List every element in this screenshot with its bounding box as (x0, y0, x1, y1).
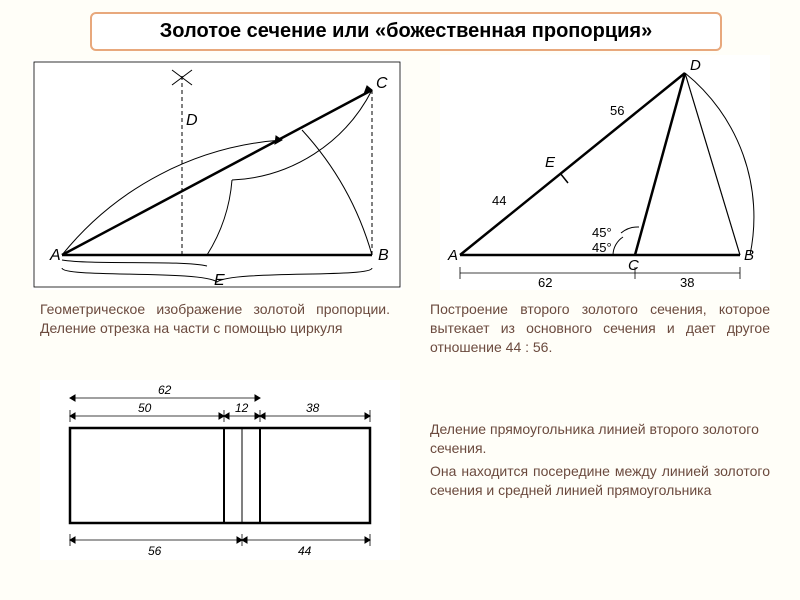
d3-50: 50 (138, 401, 152, 415)
d3-12: 12 (235, 401, 249, 415)
d3-44: 44 (298, 544, 312, 558)
d2-62: 62 (538, 275, 552, 290)
d2-B: B (744, 247, 754, 264)
diagram-second-golden: A B C D E 56 44 62 38 45° 45° (440, 55, 770, 290)
diagram-rectangle-division: 62 50 12 38 56 44 (40, 380, 400, 560)
label-C: C (376, 75, 388, 92)
d2-45b: 45° (592, 240, 612, 255)
page-title: Золотое сечение или «божественная пропор… (90, 12, 722, 51)
caption-diagram2: Построение второго золотого сечения, кот… (430, 300, 770, 357)
d3-38: 38 (306, 401, 320, 415)
d2-D: D (690, 57, 701, 74)
label-E: E (214, 272, 225, 289)
title-text: Золотое сечение или «божественная пропор… (160, 20, 652, 42)
label-A: A (49, 247, 61, 264)
caption-diagram1: Геометрическое изображение золотой пропо… (40, 300, 390, 338)
label-B: B (378, 247, 389, 264)
d3-56: 56 (148, 544, 162, 558)
d2-C: C (628, 257, 639, 274)
d2-45a: 45° (592, 225, 612, 240)
d2-A: A (447, 247, 458, 264)
d2-38: 38 (680, 275, 694, 290)
d3-62: 62 (158, 383, 172, 397)
label-D: D (186, 112, 198, 129)
d2-56: 56 (610, 103, 624, 118)
d2-44: 44 (492, 193, 506, 208)
diagram-golden-compass: A B C D E (32, 60, 402, 290)
caption-diagram3: Деление прямоугольника линией второго зо… (430, 420, 770, 500)
d2-E: E (545, 154, 556, 171)
